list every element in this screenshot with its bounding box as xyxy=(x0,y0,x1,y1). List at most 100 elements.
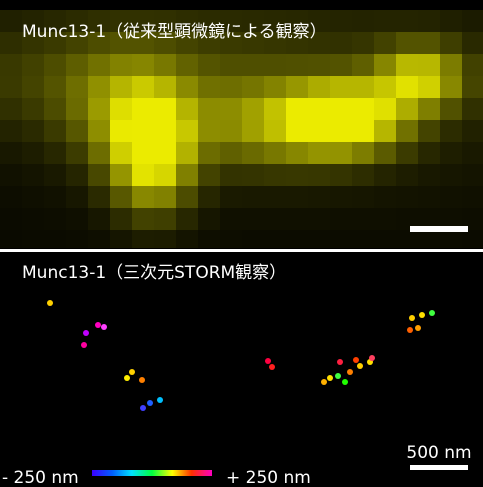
pixel xyxy=(154,54,176,76)
pixel xyxy=(462,76,483,98)
pixel xyxy=(374,54,396,76)
localization xyxy=(81,342,87,348)
pixel xyxy=(352,76,374,98)
pixel xyxy=(462,54,483,76)
pixel xyxy=(0,164,22,186)
pixel xyxy=(110,98,132,120)
pixel xyxy=(44,208,66,230)
pixel xyxy=(0,142,22,164)
panel-title: Munc13-1（三次元STORM観察） xyxy=(22,263,286,283)
pixel xyxy=(176,120,198,142)
pixel xyxy=(88,76,110,98)
pixel xyxy=(418,98,440,120)
pixel xyxy=(462,98,483,120)
pixel xyxy=(418,76,440,98)
pixel xyxy=(132,98,154,120)
pixel xyxy=(44,164,66,186)
pixel xyxy=(88,230,110,248)
pixel xyxy=(374,76,396,98)
localization xyxy=(335,373,341,379)
pixel xyxy=(242,54,264,76)
pixel xyxy=(286,120,308,142)
pixel xyxy=(396,10,418,32)
pixel xyxy=(22,230,44,248)
pixel xyxy=(44,142,66,164)
localization xyxy=(407,327,413,333)
pixel xyxy=(264,54,286,76)
pixel xyxy=(198,208,220,230)
pixel xyxy=(308,142,330,164)
pixel xyxy=(286,76,308,98)
pixel xyxy=(264,164,286,186)
pixel xyxy=(286,208,308,230)
localization xyxy=(369,355,375,361)
pixel xyxy=(462,186,483,208)
colorbar-min-label: - 250 nm xyxy=(2,468,79,487)
pixel xyxy=(264,142,286,164)
pixel xyxy=(462,32,483,54)
pixel xyxy=(88,186,110,208)
pixel xyxy=(374,230,396,248)
pixel xyxy=(154,76,176,98)
pixel xyxy=(396,120,418,142)
pixel xyxy=(374,120,396,142)
scale-bar xyxy=(410,465,468,470)
pixel xyxy=(396,76,418,98)
pixel xyxy=(110,186,132,208)
pixel xyxy=(330,230,352,248)
pixel xyxy=(418,10,440,32)
localization xyxy=(357,363,363,369)
pixel xyxy=(154,142,176,164)
localization xyxy=(337,359,343,365)
pixel xyxy=(330,98,352,120)
pixel xyxy=(66,208,88,230)
pixel xyxy=(154,120,176,142)
pixel xyxy=(198,164,220,186)
pixel xyxy=(396,54,418,76)
localization xyxy=(265,358,271,364)
localization xyxy=(140,405,146,411)
pixel xyxy=(88,208,110,230)
pixel xyxy=(220,208,242,230)
pixel xyxy=(0,186,22,208)
pixel xyxy=(220,164,242,186)
panel-title: Munc13-1（従来型顕微鏡による観察） xyxy=(22,22,327,42)
pixel xyxy=(308,186,330,208)
pixel xyxy=(0,230,22,248)
pixel xyxy=(0,54,22,76)
pixel xyxy=(264,208,286,230)
pixel xyxy=(330,76,352,98)
pixel xyxy=(286,54,308,76)
pixel xyxy=(462,120,483,142)
pixel xyxy=(88,142,110,164)
colorbar xyxy=(92,470,212,476)
pixel xyxy=(198,76,220,98)
pixel xyxy=(396,142,418,164)
pixel xyxy=(154,186,176,208)
pixel xyxy=(418,120,440,142)
pixel xyxy=(308,164,330,186)
pixel xyxy=(242,98,264,120)
pixel xyxy=(462,10,483,32)
pixel xyxy=(0,98,22,120)
pixel xyxy=(110,208,132,230)
pixel xyxy=(66,76,88,98)
pixel xyxy=(418,186,440,208)
figure: Munc13-1（従来型顕微鏡による観察） Munc13-1（三次元STORM観… xyxy=(0,0,483,487)
pixel xyxy=(352,98,374,120)
pixel xyxy=(220,142,242,164)
pixel xyxy=(242,208,264,230)
localization xyxy=(419,312,425,318)
pixel xyxy=(396,186,418,208)
pixel xyxy=(44,120,66,142)
pixel xyxy=(374,208,396,230)
pixel xyxy=(66,120,88,142)
pixel xyxy=(110,54,132,76)
pixel xyxy=(242,120,264,142)
pixel xyxy=(66,142,88,164)
pixel xyxy=(132,164,154,186)
pixel xyxy=(286,142,308,164)
pixel xyxy=(44,186,66,208)
pixel xyxy=(440,54,462,76)
pixel xyxy=(286,164,308,186)
